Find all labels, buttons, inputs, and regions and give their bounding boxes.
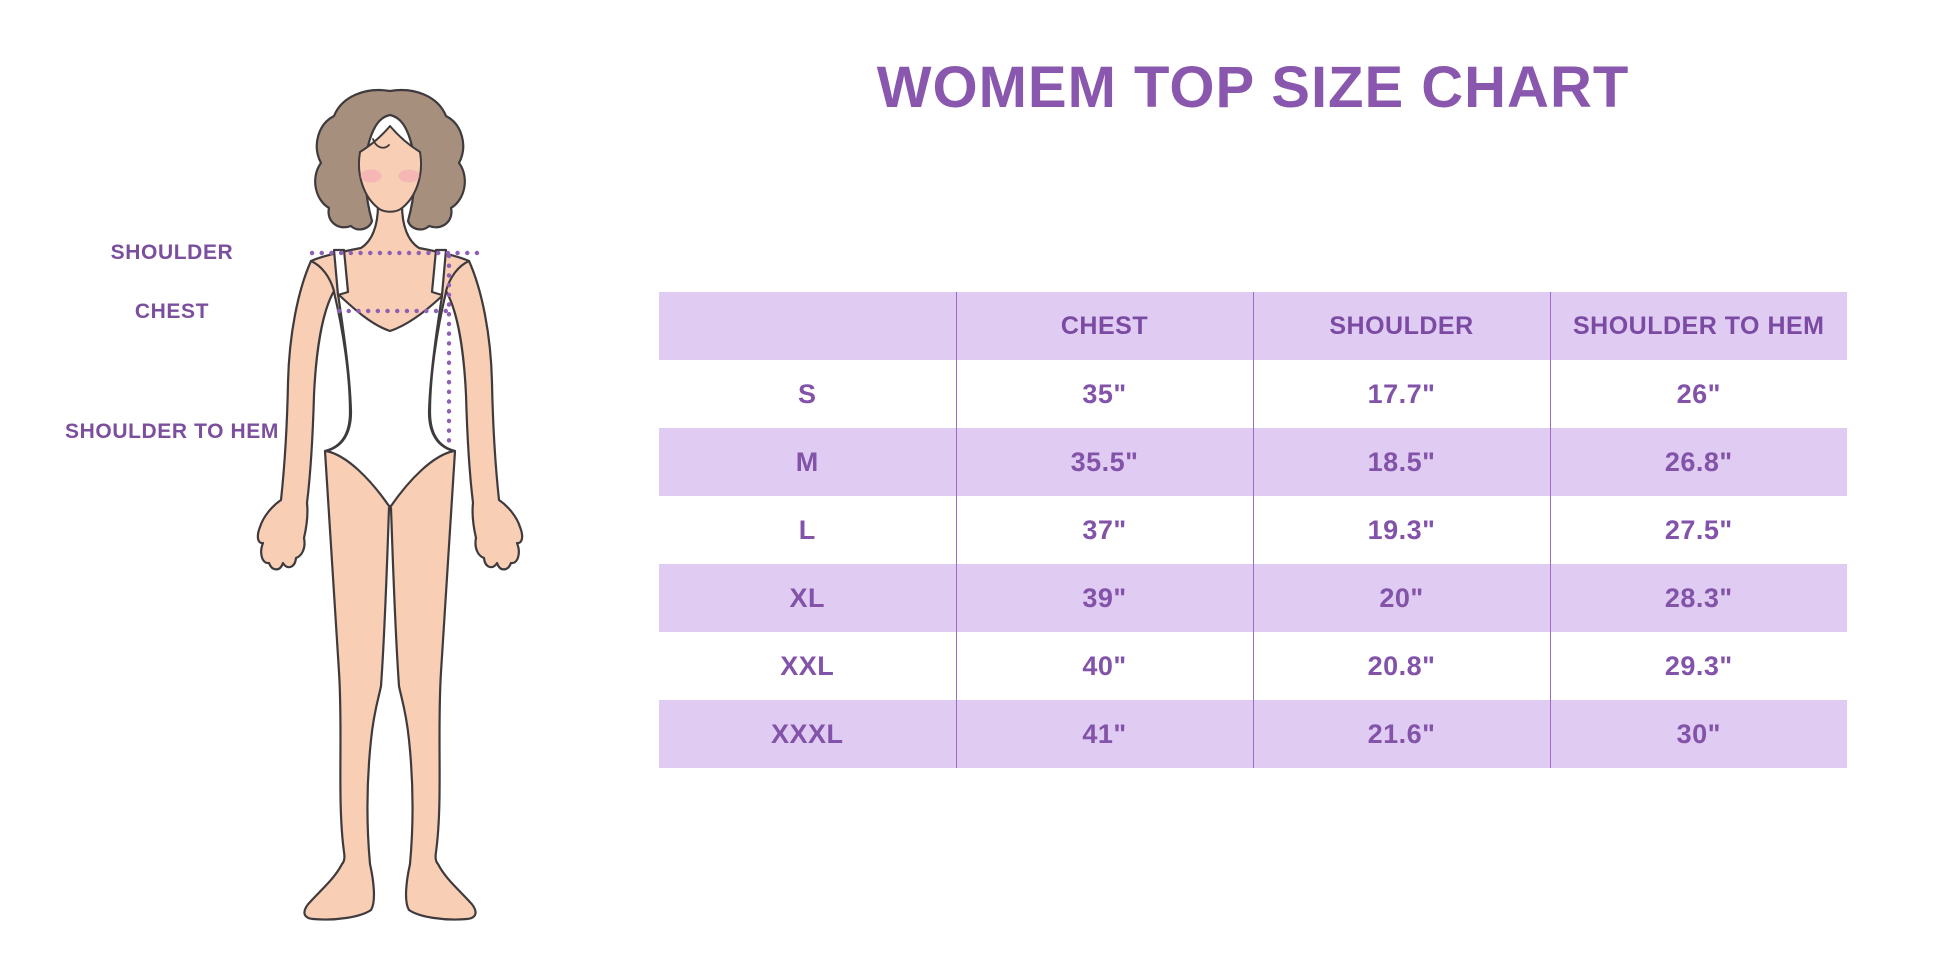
shoulder-cell: 20" [1252, 564, 1550, 632]
header-cell-shoulder-to-hem: SHOULDER TO HEM [1549, 292, 1847, 360]
table-row: L 37" 19.3" 27.5" [659, 496, 1847, 564]
table-row: S 35" 17.7" 26" [659, 360, 1847, 428]
hem-cell: 29.3" [1549, 632, 1847, 700]
camisole-strap-right [430, 248, 448, 297]
header-cell-size [659, 292, 956, 360]
figure-face [358, 125, 422, 213]
shoulder-cell: 17.7" [1252, 360, 1550, 428]
figure-left-arm [256, 259, 336, 571]
table-row: XXXL 41" 21.6" 30" [659, 700, 1847, 768]
table-row: M 35.5" 18.5" 26.8" [659, 428, 1847, 496]
page-title: WOMEM TOP SIZE CHART [876, 55, 1630, 120]
woman-figure-illustration [256, 89, 524, 921]
size-cell: XL [659, 564, 956, 632]
chest-label: CHEST [134, 300, 210, 323]
header-cell-chest: CHEST [955, 292, 1253, 360]
shoulder-cell: 21.6" [1252, 700, 1550, 768]
shoulder-cell: 18.5" [1252, 428, 1550, 496]
chest-cell: 35" [955, 360, 1253, 428]
table-row: XXL 40" 20.8" 29.3" [659, 632, 1847, 700]
figure-body [303, 203, 477, 921]
hair-curl-detail [372, 138, 390, 149]
header-row: CHEST SHOULDER SHOULDER TO HEM [659, 292, 1847, 360]
chest-cell: 37" [955, 496, 1253, 564]
hem-cell: 26" [1549, 360, 1847, 428]
chest-cell: 41" [955, 700, 1253, 768]
header-cell-shoulder: SHOULDER [1252, 292, 1550, 360]
camisole-body [324, 292, 456, 508]
blush-right [398, 169, 420, 183]
hem-cell: 27.5" [1549, 496, 1847, 564]
size-cell: XXXL [659, 700, 956, 768]
size-table-head: CHEST SHOULDER SHOULDER TO HEM [659, 292, 1847, 360]
chest-cell: 39" [955, 564, 1253, 632]
camisole-strap-left [332, 248, 350, 297]
hem-cell: 26.8" [1549, 428, 1847, 496]
shoulder-cell: 19.3" [1252, 496, 1550, 564]
shoulder-to-hem-label: SHOULDER TO HEM [65, 420, 279, 443]
hem-cell: 28.3" [1549, 564, 1847, 632]
chest-cell: 40" [955, 632, 1253, 700]
size-cell: S [797, 378, 817, 409]
table-row: XL 39" 20" 28.3" [659, 564, 1847, 632]
figure-hair [314, 89, 466, 231]
figure-right-arm [444, 259, 524, 571]
chest-cell: 35.5" [955, 428, 1253, 496]
size-cell: M [659, 428, 956, 496]
hem-cell: 30" [1549, 700, 1847, 768]
size-cell: XXL [780, 650, 835, 681]
size-table-body: S 35" 17.7" 26" M 35.5" 18.5" 26.8" L 37… [659, 360, 1847, 768]
size-table: CHEST SHOULDER SHOULDER TO HEM S 35" 17.… [659, 292, 1847, 768]
size-cell: L [798, 514, 816, 545]
shoulder-label: SHOULDER [110, 241, 234, 264]
shoulder-cell: 20.8" [1252, 632, 1550, 700]
blush-left [360, 169, 382, 183]
